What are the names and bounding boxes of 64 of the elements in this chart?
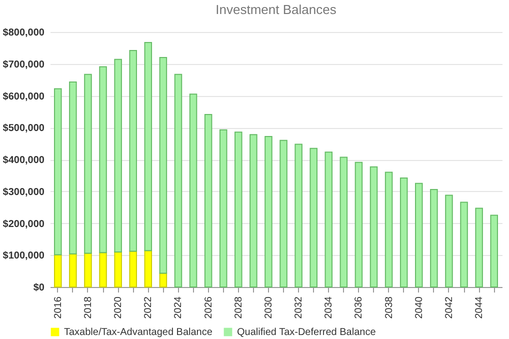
bar bbox=[370, 166, 378, 288]
x-tick-label: 2020 bbox=[113, 296, 124, 319]
bar bbox=[204, 114, 212, 288]
bar bbox=[354, 162, 363, 288]
bar bbox=[324, 152, 333, 288]
x-tick-label: 2022 bbox=[143, 296, 154, 319]
bar bbox=[340, 156, 348, 288]
bar bbox=[99, 252, 107, 288]
bar bbox=[144, 42, 152, 252]
x-tick-label: 2018 bbox=[82, 296, 94, 319]
y-tick-label: $500,000 bbox=[2, 123, 45, 134]
bar bbox=[69, 82, 77, 254]
x-tick-label: 2044 bbox=[474, 296, 486, 319]
bar bbox=[144, 250, 152, 288]
x-tick-label: 2016 bbox=[52, 296, 64, 319]
bar bbox=[99, 66, 107, 254]
bar bbox=[219, 129, 228, 288]
legend-label: Qualified Tax-Deferred Balance bbox=[237, 327, 376, 338]
x-tick-label: 2026 bbox=[203, 296, 214, 319]
bar bbox=[114, 251, 122, 288]
bar bbox=[174, 74, 182, 288]
x-tick-label: 2036 bbox=[354, 296, 365, 319]
y-tick-label: $300,000 bbox=[2, 186, 45, 198]
x-tick-label: 2024 bbox=[173, 296, 184, 319]
y-tick-label: $700,000 bbox=[2, 59, 45, 70]
bar bbox=[69, 253, 77, 288]
bar bbox=[129, 50, 137, 252]
bar bbox=[460, 202, 468, 288]
bar bbox=[234, 132, 242, 288]
bar bbox=[384, 172, 393, 288]
x-tick-label: 2042 bbox=[444, 296, 455, 319]
bar bbox=[475, 208, 483, 288]
y-tick-label: $200,000 bbox=[2, 218, 45, 230]
y-tick-label: $400,000 bbox=[2, 155, 45, 166]
x-tick-label: 2034 bbox=[324, 296, 335, 319]
x-tick-label: 2028 bbox=[233, 296, 244, 319]
bar bbox=[189, 94, 198, 288]
bar bbox=[445, 194, 453, 288]
bar bbox=[159, 57, 168, 274]
bar bbox=[490, 214, 498, 288]
bar bbox=[415, 182, 423, 288]
x-tick-label: 2032 bbox=[294, 296, 305, 319]
bar bbox=[129, 250, 137, 288]
bar bbox=[430, 188, 438, 288]
y-tick-label: $0 bbox=[33, 282, 45, 294]
x-tick-label: 2040 bbox=[414, 296, 425, 319]
bar bbox=[264, 136, 272, 288]
bar bbox=[294, 144, 302, 288]
bar bbox=[84, 252, 92, 288]
bar bbox=[250, 134, 258, 288]
y-tick-label: $800,000 bbox=[2, 28, 45, 38]
legend-label: Taxable/Tax-Advantaged Balance bbox=[64, 327, 213, 338]
x-tick-label: 2038 bbox=[384, 296, 395, 319]
bar bbox=[54, 88, 62, 256]
bar bbox=[114, 58, 122, 252]
bar bbox=[280, 140, 288, 288]
y-tick-label: $600,000 bbox=[2, 91, 45, 102]
x-tick-label: 2030 bbox=[263, 296, 274, 319]
bar bbox=[54, 254, 62, 288]
bar bbox=[84, 74, 92, 254]
y-tick-label: $100,000 bbox=[2, 250, 45, 262]
chart-title: Investment Balances bbox=[216, 2, 337, 17]
bar bbox=[400, 177, 408, 288]
bar bbox=[310, 148, 318, 288]
